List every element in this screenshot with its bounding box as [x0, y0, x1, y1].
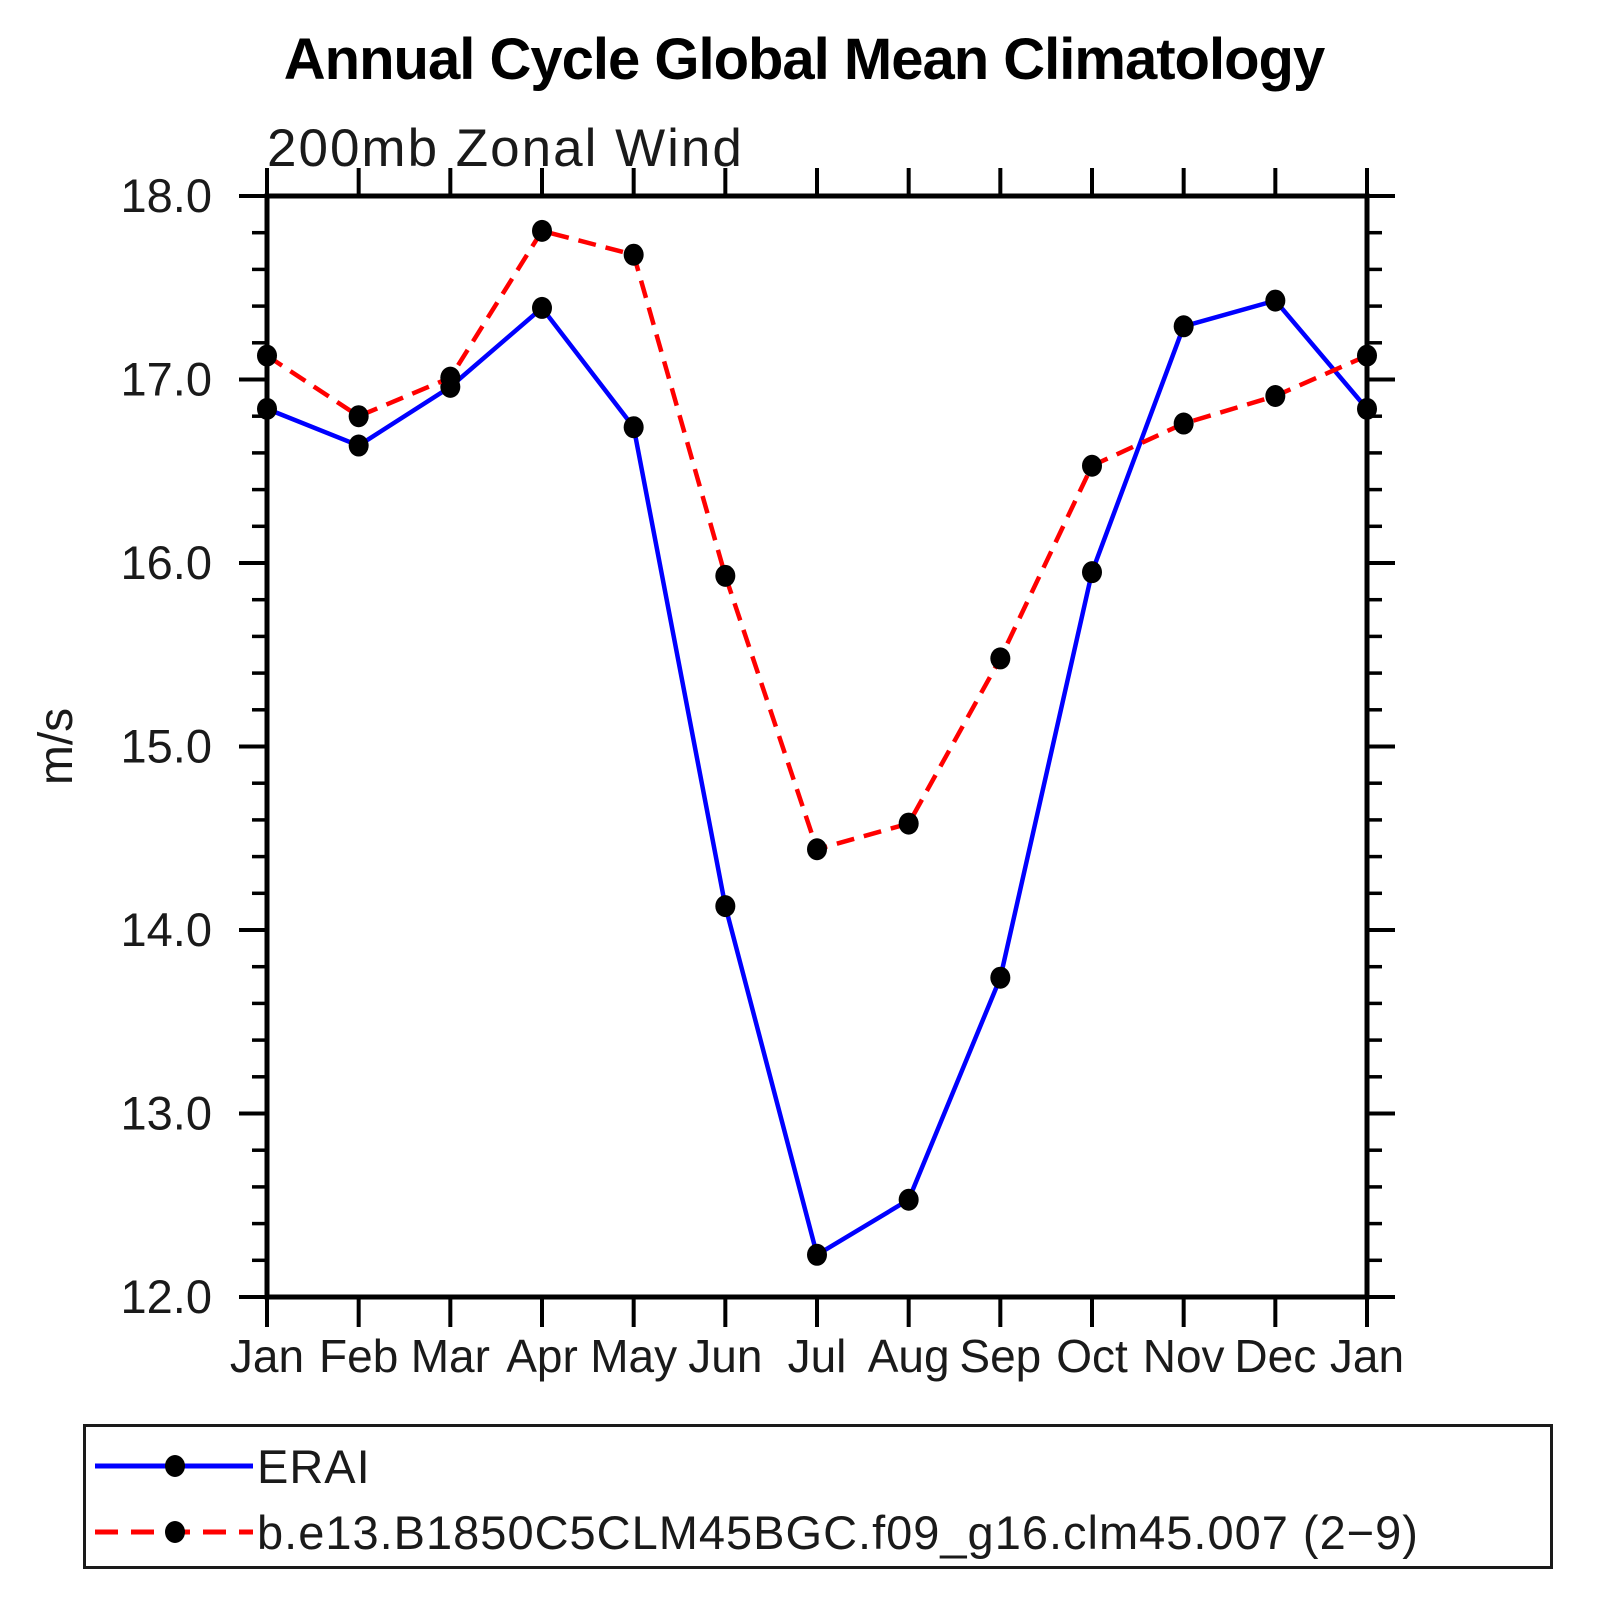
- data-point-marker: [348, 434, 369, 457]
- legend: ERAI b.e13.B1850C5CLM45BGC.f09_g16.clm45…: [83, 1424, 1553, 1569]
- legend-item-model: b.e13.B1850C5CLM45BGC.f09_g16.clm45.007 …: [91, 1506, 1419, 1559]
- chart-subtitle: 200mb Zonal Wind: [267, 119, 744, 178]
- x-axis-tick-label: Jun: [688, 1330, 762, 1382]
- legend-line-sample-model: [95, 1521, 253, 1543]
- x-axis-tick-label: Mar: [411, 1330, 490, 1382]
- x-axis-tick-label: Jan: [1330, 1330, 1404, 1382]
- data-point-marker: [990, 966, 1011, 989]
- data-point-marker: [807, 838, 827, 861]
- plot-frame: [264, 193, 1370, 1300]
- y-axis-tick-label: 17.0: [121, 353, 212, 406]
- data-point-marker: [807, 1243, 827, 1266]
- data-point-marker: [898, 812, 919, 835]
- chart-title: Annual Cycle Global Mean Climatology: [283, 27, 1325, 92]
- legend-label-model: b.e13.B1850C5CLM45BGC.f09_g16.clm45.007 …: [257, 1505, 1419, 1559]
- legend-marker-model: [165, 1521, 185, 1543]
- data-point-marker: [532, 219, 552, 242]
- data-point-marker: [348, 405, 369, 428]
- y-axis-tick-label: 16.0: [121, 536, 212, 589]
- data-point-marker: [1357, 397, 1377, 420]
- y-axis-tick-label: 12.0: [121, 1270, 212, 1323]
- plot-area: Jan Feb Mar Apr May Jun Jul Aug Sep Oct Nov Dec Jan 1…: [30, 168, 1404, 1382]
- legend-item-erai: ERAI: [91, 1440, 371, 1493]
- data-point-marker: [1265, 385, 1286, 408]
- data-point-marker: [440, 366, 461, 389]
- x-axis-tick-label: Apr: [506, 1330, 578, 1382]
- data-point-marker: [257, 397, 277, 420]
- data-point-marker: [1357, 344, 1377, 367]
- x-axis-tick-label: Oct: [1056, 1330, 1128, 1382]
- data-point-marker: [532, 296, 552, 319]
- x-axis-tick-label: Feb: [319, 1330, 398, 1382]
- y-axis-tick-label: 13.0: [121, 1087, 212, 1140]
- data-point-marker: [1173, 315, 1194, 338]
- x-axis-tick-label: Dec: [1234, 1330, 1316, 1382]
- data-point-marker: [715, 895, 736, 918]
- data-point-marker: [990, 647, 1011, 670]
- data-point-marker: [1173, 412, 1194, 435]
- series-line-1: [265, 228, 1368, 852]
- series-line-0: [266, 298, 1369, 1258]
- y-axis-tick-label: 14.0: [121, 903, 212, 956]
- data-point-marker: [623, 416, 644, 439]
- x-axis-tick-label: Nov: [1143, 1330, 1225, 1382]
- data-point-marker: [1082, 561, 1102, 584]
- data-point-marker: [1082, 454, 1102, 477]
- legend-line-sample-erai: [95, 1455, 253, 1477]
- y-axis-title: m/s: [30, 708, 83, 785]
- data-point-marker: [715, 564, 736, 587]
- x-axis-tick-label: Jan: [230, 1330, 304, 1382]
- x-axis-tick-label: May: [590, 1330, 677, 1382]
- y-axis-tick-label: 15.0: [121, 720, 212, 773]
- x-axis-tick-label: Jul: [788, 1330, 847, 1382]
- data-point-marker: [623, 243, 644, 266]
- data-point-marker: [257, 344, 277, 367]
- legend-marker-erai: [165, 1455, 185, 1477]
- data-point-marker: [898, 1188, 919, 1211]
- legend-label-erai: ERAI: [257, 1439, 371, 1493]
- data-point-marker: [1265, 289, 1286, 312]
- x-axis-tick-label: Aug: [868, 1330, 950, 1382]
- x-axis-tick-label: Sep: [959, 1330, 1041, 1382]
- y-axis-tick-label: 18.0: [121, 169, 212, 222]
